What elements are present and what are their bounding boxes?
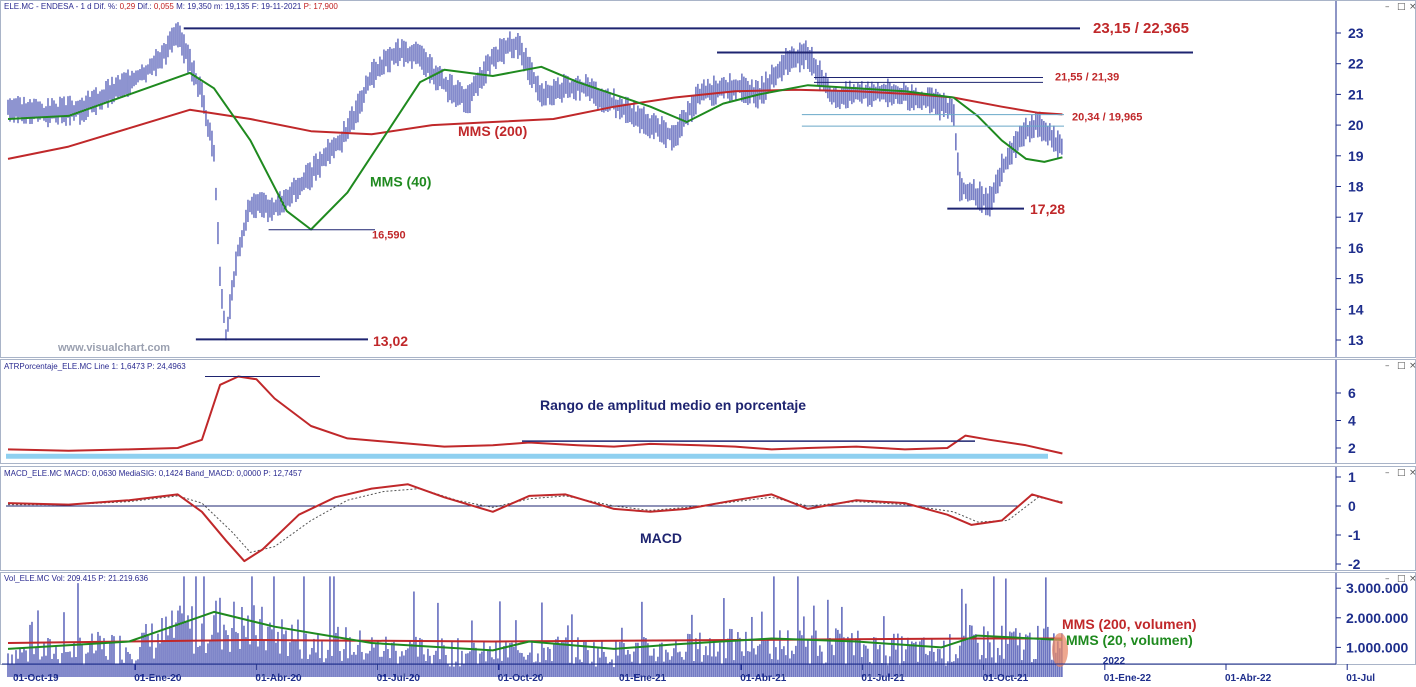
price-y-tick-label: 14 (1348, 301, 1364, 317)
macd-y-tick-label: 0 (1348, 498, 1356, 514)
volume-y-tick-label: 2.000.000 (1346, 610, 1408, 626)
window-minimize-button-1[interactable]: – (1385, 361, 1390, 371)
x-tick-label: 01-Jul-21 (861, 673, 905, 684)
macd-y-tick-label: -1 (1348, 527, 1361, 543)
price-y-tick-label: 21 (1348, 86, 1364, 102)
window-minimize-button-0[interactable]: – (1385, 2, 1390, 12)
price-annotation: 16,590 (372, 230, 406, 242)
atr-title: Rango de amplitud medio en porcentaje (540, 397, 806, 413)
price-panel-header: ELE.MC - ENDESA - 1 d Dif. %: 0,29 Dif.:… (4, 2, 338, 11)
price-y-tick-label: 20 (1348, 117, 1364, 133)
window-minimize-button-3[interactable]: – (1385, 574, 1390, 584)
panel-frame-3 (0, 572, 1416, 665)
vol-mms20-label: MMS (20, volumen) (1066, 632, 1193, 648)
vol-mms200-line (7, 637, 1063, 644)
atr-y-tick-label: 4 (1348, 413, 1356, 429)
price-y-tick-label: 22 (1348, 56, 1364, 72)
vol-mms200-label: MMS (200, volumen) (1062, 616, 1197, 632)
x-tick-label: 01-Oct-20 (498, 673, 544, 684)
x-tick-label: 01-Abr-22 (1225, 673, 1272, 684)
macd-line (7, 483, 1063, 563)
price-annotation: MMS (40) (370, 174, 431, 190)
price-annotation: 21,55 / 21,39 (1055, 72, 1119, 84)
window-restore-button-0[interactable]: □ (1397, 2, 1406, 12)
window-restore-button-3[interactable]: □ (1397, 574, 1406, 584)
atr-y-tick-label: 2 (1348, 440, 1356, 456)
price-y-tick-label: 15 (1348, 271, 1364, 287)
volume-y-tick-label: 3.000.000 (1346, 580, 1408, 596)
panel-frame-0 (0, 0, 1416, 358)
macd-y-tick-label: -2 (1348, 556, 1361, 572)
x-tick-label: 01-Jul-20 (377, 673, 421, 684)
window-restore-button-1[interactable]: □ (1397, 361, 1406, 371)
vol-mms20-line (7, 610, 1063, 652)
x-tick-label: 01-Jul (1346, 673, 1375, 684)
x-tick-label: 01-Abr-20 (255, 673, 302, 684)
window-close-button-2[interactable]: × (1409, 468, 1416, 478)
price-y-tick-label: 17 (1348, 209, 1364, 225)
x-tick-label: 01-Abr-21 (740, 673, 787, 684)
atr-panel-header: ATRPorcentaje_ELE.MC Line 1: 1,6473 P: 2… (4, 362, 186, 371)
window-close-button-0[interactable]: × (1409, 2, 1416, 12)
atr-y-tick-label: 6 (1348, 385, 1356, 401)
price-y-tick-label: 18 (1348, 179, 1364, 195)
price-annotation: 17,28 (1030, 201, 1065, 217)
price-annotation: 23,15 / 22,365 (1093, 20, 1189, 37)
price-y-tick-label: 19 (1348, 148, 1364, 164)
price-annotation: 20,34 / 19,965 (1072, 111, 1142, 123)
x-tick-label: 01-Ene-20 (134, 673, 182, 684)
x-tick-label: 01-Oct-21 (983, 673, 1029, 684)
atr-line (7, 375, 1063, 455)
price-y-tick-label: 23 (1348, 25, 1364, 41)
x-tick-label: 01-Ene-21 (619, 673, 667, 684)
volume-highlight-marker (1052, 633, 1069, 667)
x-tick-label: 01-Ene-22 (1104, 673, 1152, 684)
macd-panel-header: MACD_ELE.MC MACD: 0,0630 MediaSIG: 0,142… (4, 469, 302, 478)
mms40-line (7, 65, 1063, 231)
window-restore-button-2[interactable]: □ (1397, 468, 1406, 478)
macd-y-tick-label: 1 (1348, 469, 1356, 485)
window-minimize-button-2[interactable]: – (1385, 468, 1390, 478)
price-y-tick-label: 16 (1348, 240, 1364, 256)
price-annotation: MMS (200) (458, 123, 527, 139)
panel-frame-2 (0, 466, 1416, 571)
price-annotation: 13,02 (373, 333, 408, 349)
price-y-tick-label: 13 (1348, 332, 1364, 348)
window-close-button-3[interactable]: × (1409, 574, 1416, 584)
x-tick-label: 01-Oct-19 (13, 673, 59, 684)
macd-title: MACD (640, 530, 682, 546)
x-year-label: 2022 (1103, 656, 1126, 667)
window-close-button-1[interactable]: × (1409, 361, 1416, 371)
volume-y-tick-label: 1.000.000 (1346, 639, 1408, 655)
watermark: www.visualchart.com (57, 342, 170, 354)
volume-panel-header: Vol_ELE.MC Vol: 209.415 P: 21.219.636 (4, 574, 149, 583)
